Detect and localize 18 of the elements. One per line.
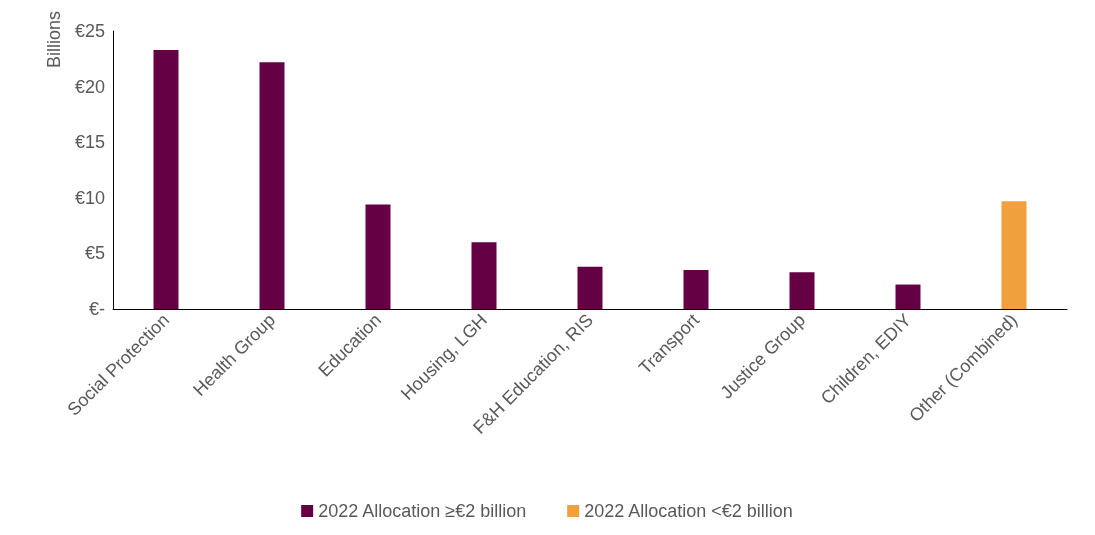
bar [1001,201,1027,309]
y-tick-label: €20 [74,76,105,97]
legend-label: 2022 Allocation <€2 billion [584,501,793,521]
bar [471,242,497,309]
y-tick-label: €15 [74,132,105,153]
bar [153,49,179,309]
bar [365,204,391,309]
bar [789,272,815,309]
bar [683,270,709,309]
y-tick-label: €10 [74,187,105,208]
y-tick-label: €- [88,299,105,319]
y-tick-label: €5 [84,243,105,264]
bar [577,266,603,309]
y-axis-title: Billions [44,11,64,69]
y-tick-label: €25 [74,21,105,41]
bar [895,284,921,309]
bar [259,62,285,309]
legend-label: 2022 Allocation ≥€2 billion [318,501,527,521]
